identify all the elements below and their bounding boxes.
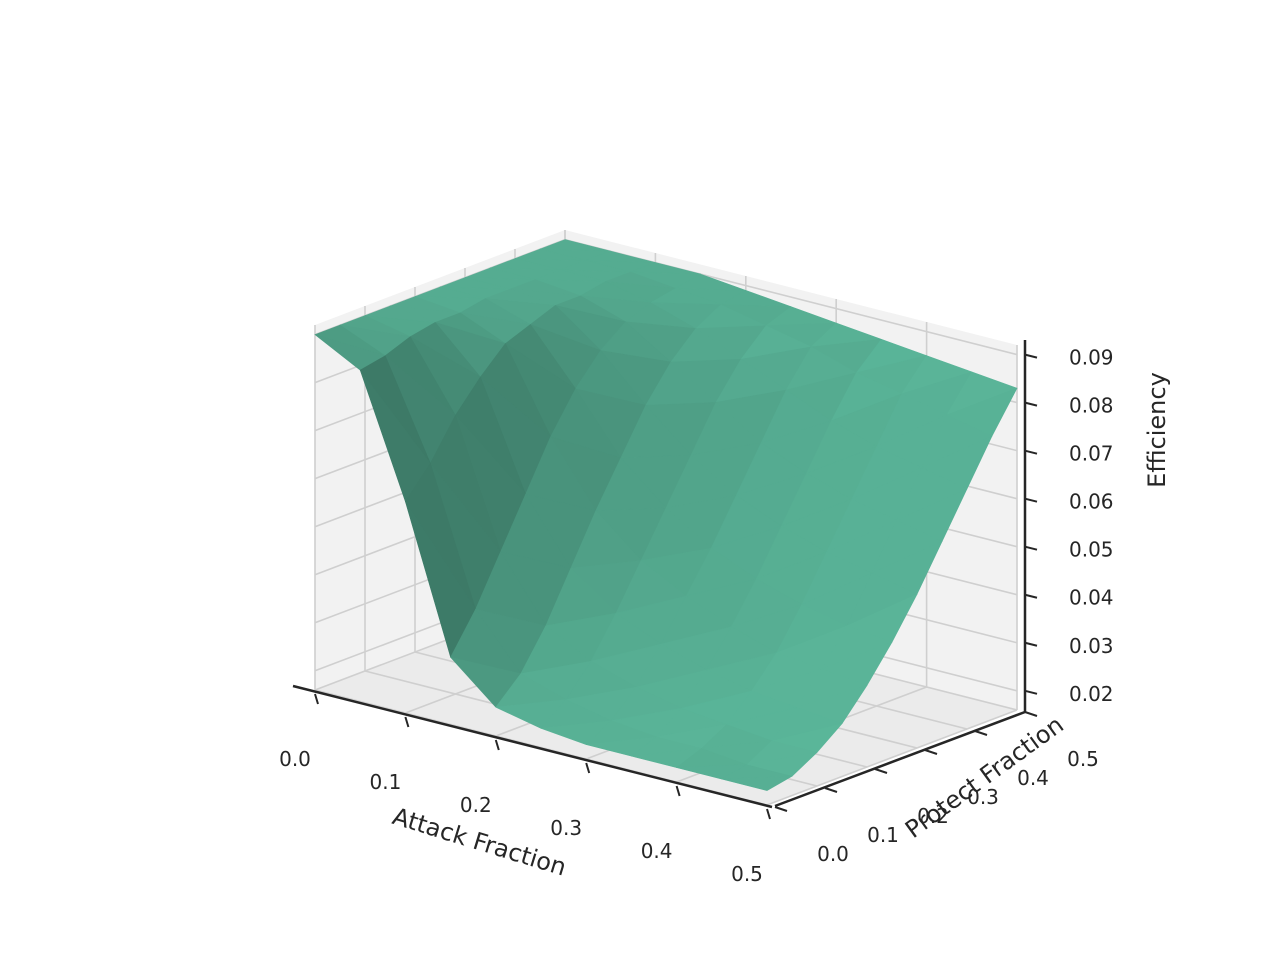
z-tick xyxy=(1024,593,1038,599)
z-tick xyxy=(1024,401,1038,407)
z-tick-label: 0.09 xyxy=(1069,346,1114,370)
y-tick xyxy=(824,787,838,793)
z-tick-label: 0.04 xyxy=(1069,586,1114,610)
z-tick-label: 0.05 xyxy=(1069,538,1114,562)
y-tick xyxy=(874,768,888,774)
z-tick xyxy=(1024,641,1038,647)
y-tick xyxy=(974,730,988,736)
y-tick-label: 0.0 xyxy=(817,842,849,866)
z-tick xyxy=(1024,689,1038,695)
z-tick-label: 0.02 xyxy=(1069,682,1114,706)
y-tick xyxy=(924,749,938,755)
y-tick-label: 0.1 xyxy=(867,823,899,847)
z-tick-label: 0.08 xyxy=(1069,394,1114,418)
surface xyxy=(314,239,1018,791)
y-tick xyxy=(1024,711,1038,717)
z-tick xyxy=(1024,545,1038,551)
y-axis-line xyxy=(774,710,1026,808)
z-tick xyxy=(1024,497,1038,503)
z-tick xyxy=(1024,353,1038,359)
z-tick-label: 0.03 xyxy=(1069,634,1114,658)
x-tick-label: 0.3 xyxy=(550,816,582,840)
x-tick xyxy=(675,785,681,797)
y-tick-label: 0.5 xyxy=(1067,747,1099,771)
x-tick xyxy=(314,693,319,705)
axis-lines xyxy=(292,340,1027,809)
x-tick xyxy=(404,716,410,728)
x-tick-label: 0.2 xyxy=(460,793,492,817)
x-tick xyxy=(766,808,771,820)
x-tick-label: 0.0 xyxy=(279,747,311,771)
x-tick-label: 0.1 xyxy=(369,770,401,794)
surface-facet xyxy=(721,775,793,791)
y-tick xyxy=(774,806,788,812)
x-axis-line xyxy=(292,684,773,809)
z-tick-label: 0.06 xyxy=(1069,490,1114,514)
z-tick-label: 0.07 xyxy=(1069,442,1114,466)
z-axis-title: Efficiency xyxy=(1143,372,1171,488)
tick-labels: 0.0 0.1 0.2 0.3 0.4 0.5 0.0 0.1 0.2 0.3 0.4 0.5 0.02… xyxy=(279,346,1113,886)
z-tick xyxy=(1024,449,1038,455)
x-tick-label: 0.5 xyxy=(731,862,763,886)
x-tick xyxy=(585,762,591,774)
y-tick-label: 0.3 xyxy=(967,785,999,809)
x-tick xyxy=(494,739,500,751)
y-tick-label: 0.4 xyxy=(1017,766,1049,790)
grid-line-x-floor xyxy=(766,709,1018,806)
x-tick-label: 0.4 xyxy=(641,839,673,863)
y-tick-label: 0.2 xyxy=(917,804,949,828)
